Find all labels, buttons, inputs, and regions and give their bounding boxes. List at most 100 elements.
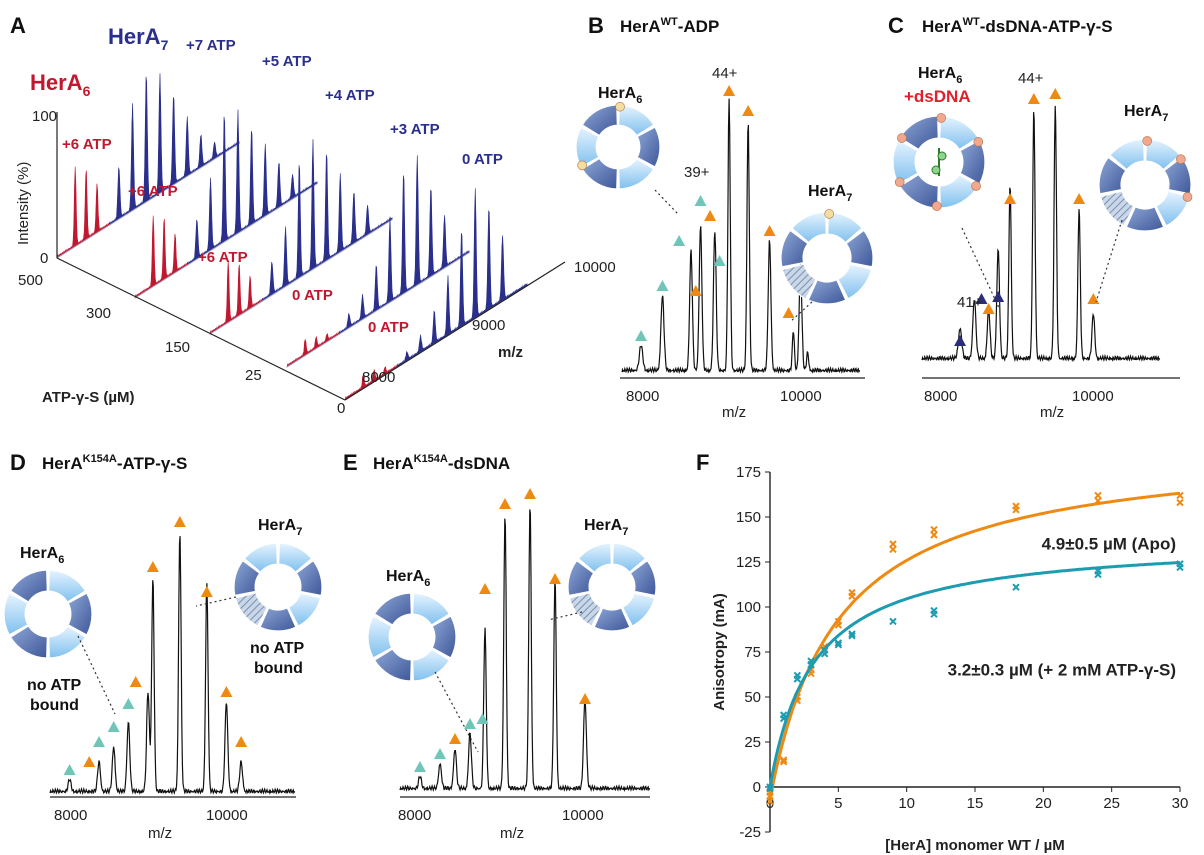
- trace-500-heptamer-label: +7 ATP: [186, 37, 236, 54]
- spectrum-e-triangle-marker: [479, 583, 491, 594]
- panel-d-xlabel: m/z: [148, 825, 172, 842]
- ligand-dot: [1182, 192, 1193, 202]
- panel-d-label: D: [10, 450, 26, 475]
- data-point: [766, 783, 774, 791]
- ring-subunit: [1125, 206, 1165, 232]
- ring-subunit: [278, 542, 313, 574]
- y-axis-label: Anisotropy (mA): [711, 593, 728, 711]
- ring-subunit: [234, 592, 269, 627]
- panel-b-tick-8000: 8000: [626, 388, 659, 405]
- trace-0-heptamer-label: 0 ATP: [462, 151, 503, 168]
- spectrum-d: [49, 516, 296, 796]
- spectrum-b: [621, 85, 861, 375]
- ring-subunit: [48, 625, 87, 659]
- ring-d-hexamer: [3, 569, 93, 659]
- ligand-dot: [1176, 154, 1186, 165]
- ring-subunit: [3, 592, 29, 636]
- trace-0-hexamer-label: 0 ATP: [368, 319, 409, 336]
- data-point: [779, 714, 788, 723]
- spectrum-e-triangle-marker: [499, 498, 511, 509]
- concentration-axis: [56, 257, 346, 401]
- trace-1-hexamer-peaks: [134, 215, 188, 299]
- conc-tick-150: 150: [165, 339, 190, 356]
- data-point: [889, 617, 897, 626]
- conc-tick-0: 0: [337, 400, 345, 417]
- concentration-axis-label: ATP-γ-S (µM): [42, 389, 135, 406]
- spectrum-d-triangle-marker: [122, 698, 135, 709]
- ligand-dot: [615, 101, 625, 112]
- spectrum-e-triangle-marker: [449, 733, 461, 744]
- spectrum-b-triangle-marker: [694, 195, 707, 206]
- ring-e-heptamer: [567, 542, 657, 632]
- ring-subunit: [9, 569, 48, 603]
- spectrum-d-triangle-marker: [83, 756, 96, 767]
- trace-25-heptamer-label: +3 ATP: [390, 121, 440, 138]
- panel-c-heptamer-label: HerA7: [1124, 103, 1168, 124]
- ring-subunit: [412, 648, 451, 682]
- ligand-dot: [1142, 136, 1153, 146]
- ring-subunit: [48, 569, 87, 603]
- spectrum-e-triangle-marker: [579, 693, 591, 704]
- spectrum-e-triangle-marker: [524, 488, 536, 499]
- panel-c-charge-44: 44+: [1018, 70, 1044, 87]
- panel-c-charge-41: 41+: [957, 294, 983, 311]
- conc-tick-500: 500: [18, 272, 43, 289]
- ring-subunit: [233, 559, 261, 597]
- ring-e-hexamer: [367, 592, 457, 682]
- mz-tick-9000: 9000: [472, 317, 505, 334]
- intensity-tick-100: 100: [32, 108, 57, 125]
- trace-300-heptamer-label: +5 ATP: [262, 53, 312, 70]
- ring-subunit: [567, 559, 595, 597]
- panel-f: F -25 0 25 50 75 100 125 150 175 0 5 10 15 20 25 30 Anis…: [696, 450, 1188, 854]
- panel-b-charge-39: 39+: [684, 164, 710, 181]
- panel-a-label: A: [10, 13, 26, 38]
- x-tick-label: 20: [1035, 795, 1052, 812]
- y-tick-label: 100: [736, 599, 761, 616]
- spectrum-c-triangle-marker: [1049, 88, 1062, 99]
- data-point: [889, 540, 897, 548]
- mz-axis: [344, 261, 566, 401]
- ring-subunit: [295, 559, 323, 597]
- data-point: [930, 525, 938, 534]
- spectrum-d-line: [49, 536, 296, 796]
- ring-subunit: [618, 104, 655, 137]
- spectrum-d-triangle-marker: [107, 721, 120, 732]
- y-tick-label: 50: [744, 689, 761, 706]
- spectrum-c-triangle-marker: [954, 335, 967, 346]
- spectrum-e-triangle-marker: [476, 713, 489, 724]
- data-point: [793, 671, 802, 680]
- ring-subunit: [1099, 190, 1135, 227]
- data-point: [1176, 491, 1184, 500]
- spectrum-d-triangle-marker: [220, 686, 233, 697]
- panel-b-charge-44: 44+: [712, 65, 738, 82]
- spectrum-c-triangle-marker: [975, 293, 988, 304]
- x-axis-label: [HerA] monomer WT / µM: [885, 837, 1064, 854]
- binding-chart: -25 0 25 50 75 100 125 150 175 0 5 10 15 20 25 30 Anisot…: [711, 464, 1188, 854]
- panel-d-hexamer-label: HerA6: [20, 545, 64, 566]
- intensity-axis-label: Intensity (%): [15, 162, 32, 245]
- spectrum-b-triangle-marker: [782, 307, 795, 318]
- panel-c-title: HerAWT-dsDNA-ATP-γ-S: [922, 16, 1113, 36]
- x-tick-label: 10: [898, 795, 915, 812]
- panel-a: A 100 0 Intensity (%) 500 300 150 25 0 A…: [10, 13, 616, 417]
- panel-b-xlabel: m/z: [722, 404, 746, 421]
- mz-tick-10000: 10000: [574, 259, 616, 276]
- spectrum-b-triangle-marker: [673, 235, 686, 246]
- data-point: [1012, 583, 1020, 591]
- trace-2-heptamer-peaks: [262, 139, 393, 302]
- intensity-tick-0: 0: [40, 250, 48, 267]
- panel-c-hexamer-label: HerA6: [918, 65, 962, 86]
- leader-line: [195, 596, 237, 607]
- spectrum-b-triangle-marker: [713, 255, 726, 266]
- data-point: [1176, 560, 1184, 568]
- spectrum-c-triangle-marker: [1004, 193, 1017, 204]
- panel-e-hexamer-label: HerA6: [386, 568, 430, 589]
- panel-c-tick-8000: 8000: [924, 388, 957, 405]
- trace-150-heptamer-label: +4 ATP: [325, 87, 375, 104]
- data-point: [1012, 502, 1020, 510]
- spectrum-c-triangle-marker: [1027, 93, 1040, 104]
- spectrum-e: [399, 488, 651, 793]
- ring-subunit: [593, 607, 631, 632]
- hexamer-label: HerA6: [30, 70, 91, 99]
- ring-subunit: [259, 607, 297, 632]
